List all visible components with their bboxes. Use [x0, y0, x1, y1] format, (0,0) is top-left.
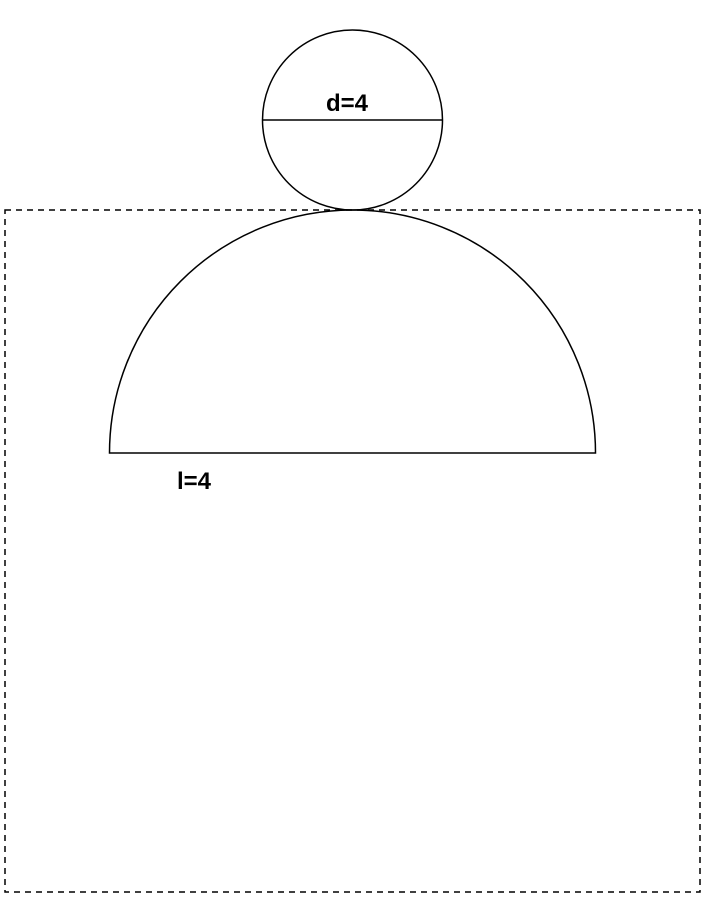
base-label: l=4 — [177, 468, 212, 495]
semicircle — [110, 210, 596, 453]
diagram-canvas: d=4 l=4 — [0, 0, 705, 897]
dashed-boundary — [5, 210, 700, 892]
diameter-label: d=4 — [326, 90, 369, 117]
